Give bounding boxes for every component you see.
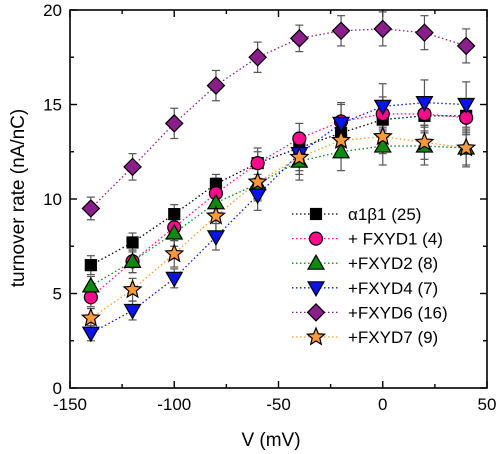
data-point: [250, 155, 265, 171]
data-point: [414, 131, 435, 151]
x-tick-label: 0: [378, 395, 387, 414]
data-markers: [80, 19, 477, 343]
data-point: [373, 136, 392, 153]
legend-marker: [305, 326, 327, 346]
data-point: [415, 23, 434, 43]
data-point: [123, 157, 142, 177]
data-point: [248, 188, 267, 205]
data-point: [330, 129, 352, 149]
data-point: [372, 126, 393, 146]
data-point: [331, 21, 351, 41]
data-point: [332, 116, 351, 133]
data-point: [122, 279, 143, 299]
data-point: [84, 259, 97, 272]
series-line-2: [90, 145, 467, 287]
data-point: [456, 36, 476, 56]
y-axis-label: turnover rate (nA/nC): [8, 109, 29, 287]
data-point: [80, 307, 101, 327]
series-line-4: [90, 28, 467, 209]
data-point: [332, 142, 351, 159]
data-point: [289, 146, 310, 166]
data-point: [81, 326, 100, 343]
y-tick-label: 20: [43, 1, 62, 20]
data-point: [165, 223, 184, 240]
data-point: [81, 199, 101, 218]
legend-label: +FXYD7 (9): [348, 328, 438, 347]
data-point: [206, 230, 225, 247]
series-lines: [90, 28, 467, 334]
legend-marker: [306, 281, 326, 298]
y-tick-label: 10: [43, 190, 62, 209]
data-point: [373, 19, 393, 39]
legend-label: + FXYD1 (4): [348, 230, 443, 249]
y-tick-label: 15: [43, 96, 62, 115]
axes: -150 -100 -50 0 50 0 5 10 15 20: [43, 1, 496, 414]
y-tick-label: 0: [53, 379, 62, 398]
legend-label: +FXYD4 (7): [348, 279, 438, 298]
y-tick-label: 5: [53, 285, 62, 304]
data-point: [415, 96, 434, 112]
x-tick-label: 50: [478, 395, 497, 414]
data-point: [206, 76, 226, 95]
series-line-0: [90, 115, 467, 266]
legend: α1β1 (25) + FXYD1 (4) +FXYD2 (8) +FXYD4 (7)…: [292, 205, 448, 347]
data-point: [457, 97, 476, 114]
x-tick-label: -100: [157, 395, 191, 414]
data-point: [83, 290, 98, 305]
data-point: [168, 208, 181, 221]
x-tick-label: -50: [266, 395, 291, 414]
data-point: [456, 137, 477, 157]
data-point: [123, 252, 142, 268]
data-point: [248, 47, 267, 67]
legend-label: α1β1 (25): [348, 205, 421, 224]
data-point: [123, 303, 142, 320]
data-point: [164, 114, 184, 133]
legend-label: +FXYD2 (8): [348, 254, 438, 273]
x-axis-label: V (mV): [241, 430, 300, 451]
x-tick-label: -150: [53, 395, 87, 414]
data-point: [373, 99, 392, 116]
data-point: [292, 131, 307, 146]
legend-label: +FXYD6 (16): [348, 303, 448, 322]
data-point: [81, 276, 100, 293]
legend-marker: [306, 303, 326, 322]
legend-marker: [308, 231, 324, 246]
legend-marker: [309, 207, 323, 221]
data-point: [164, 243, 185, 263]
data-point: [165, 271, 184, 288]
data-point: [247, 171, 268, 191]
data-point: [126, 236, 139, 249]
legend-marker: [306, 253, 326, 270]
data-point: [290, 29, 309, 48]
data-point: [205, 205, 227, 225]
